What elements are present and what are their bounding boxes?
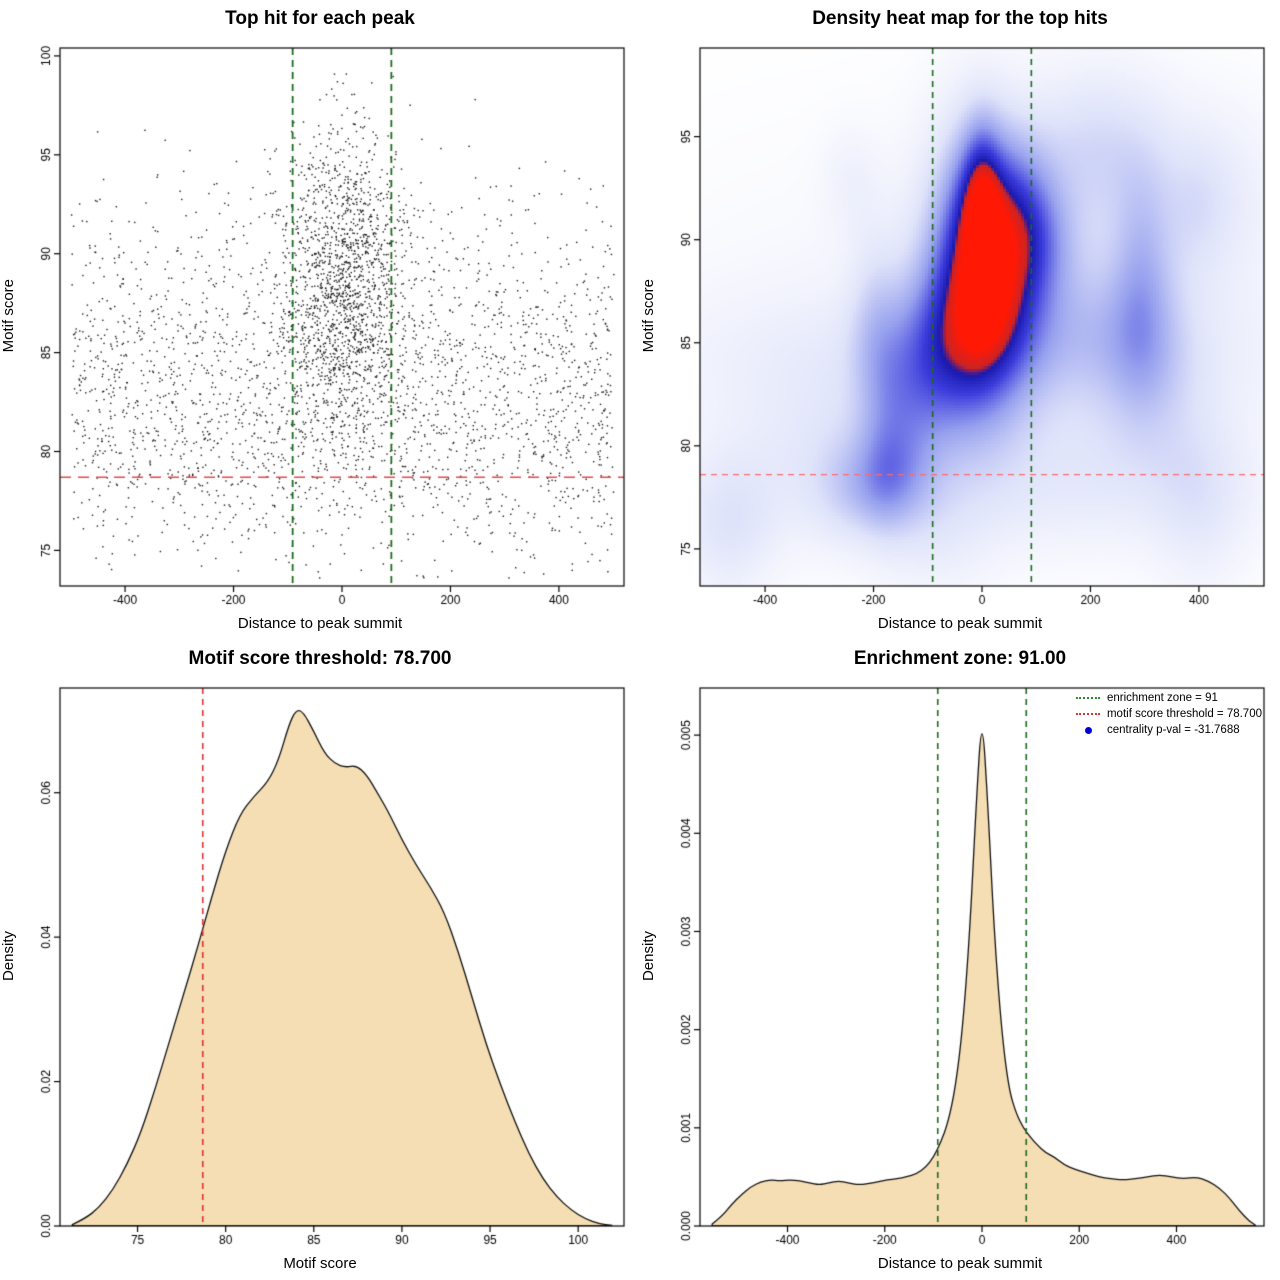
score-density-xlabel: Motif score [283,1255,357,1272]
legend-item-score-threshold: motif score threshold = 78.700 [1075,708,1262,720]
dotted-line-icon [1075,697,1100,699]
plot-legend: enrichment zone = 91 motif score thresho… [1075,692,1262,736]
legend-item-enrichment-zone: enrichment zone = 91 [1075,692,1262,704]
score-density-canvas [0,676,640,1276]
score-density-ylabel: Density [0,930,17,982]
panel-score-density: Motif score threshold: 78.700 Density Mo… [0,640,640,1280]
distance-density-xlabel: Distance to peak summit [877,1255,1043,1272]
scatter-title: Top hit for each peak [225,8,415,29]
panel-scatter: Top hit for each peak Motif score Distan… [0,0,640,640]
distance-density-ylabel: Density [639,930,657,982]
legend-item-centrality-pval: centrality p-val = -31.7688 [1076,724,1262,736]
scatter-plot-canvas [0,36,640,636]
scatter-ylabel: Motif score [0,279,17,353]
heatmap-xlabel: Distance to peak summit [877,615,1043,632]
panel-heatmap: Density heat map for the top hits Motif … [640,0,1280,640]
scatter-xlabel: Distance to peak summit [237,615,403,632]
distance-density-title: Enrichment zone: 91.00 [853,648,1067,669]
panel-distance-density: Enrichment zone: 91.00 Density Distance … [640,640,1280,1280]
distance-density-canvas [640,676,1280,1276]
heatmap-canvas [640,36,1280,636]
score-density-title: Motif score threshold: 78.700 [188,648,452,669]
heatmap-ylabel: Motif score [639,279,657,353]
point-icon [1084,726,1092,734]
heatmap-title: Density heat map for the top hits [812,8,1108,29]
dotted-line-icon [1075,713,1100,715]
